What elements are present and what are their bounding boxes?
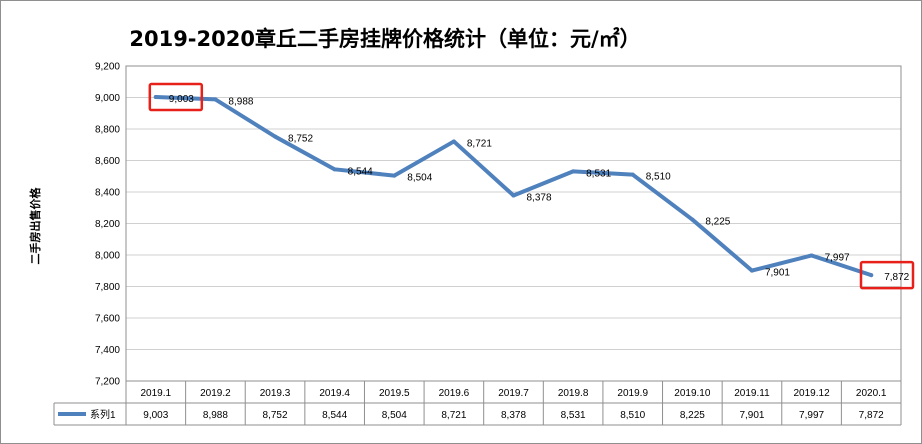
x-tick-label: 2020.1 (856, 388, 887, 399)
y-tick-label: 7,400 (95, 345, 120, 356)
data-label: 8,378 (527, 192, 552, 203)
data-label: 8,988 (228, 96, 253, 107)
table-value-cell: 7,997 (799, 410, 824, 421)
x-tick-label: 2019.2 (200, 388, 231, 399)
data-label: 8,504 (407, 173, 432, 184)
table-value-cell: 7,872 (859, 410, 884, 421)
data-point (332, 167, 337, 172)
y-tick-label: 8,400 (95, 188, 120, 199)
gridlines (126, 65, 901, 382)
table-value-cell: 8,544 (322, 410, 347, 421)
data-point (451, 139, 456, 144)
data-point (392, 173, 397, 178)
data-point (571, 169, 576, 174)
table-value-cell: 8,225 (680, 410, 705, 421)
x-tick-label: 2019.7 (498, 388, 529, 399)
x-tick-label: 2019.5 (379, 388, 410, 399)
y-tick-label: 8,800 (95, 125, 120, 136)
x-tick-label: 2019.6 (439, 388, 470, 399)
data-labels: 9,003 8,988 8,752 8,544 8,504 8,721 8,378 8,531… (169, 94, 910, 283)
data-label: 8,531 (586, 168, 611, 179)
highlight-box (148, 82, 204, 112)
data-point (749, 268, 754, 273)
x-tick-label: 2019.12 (793, 388, 830, 399)
data-label: 8,544 (348, 166, 373, 177)
x-tick-label: 2019.4 (319, 388, 350, 399)
table-value-cell: 8,988 (203, 410, 228, 421)
table-value-cell: 7,901 (739, 410, 764, 421)
data-table: 2019.1 2019.2 2019.3 2019.4 2019.5 2019.6 2019… (53, 380, 902, 426)
table-value-cell: 8,721 (441, 410, 466, 421)
y-tick-label: 7,200 (95, 377, 120, 388)
y-tick-label: 7,800 (95, 282, 120, 293)
data-point (213, 97, 218, 102)
table-value-cell: 8,504 (382, 410, 407, 421)
x-tick-label: 2019.11 (734, 388, 770, 399)
data-label: 7,997 (825, 252, 850, 263)
legend-series-name: 系列1 (90, 408, 116, 421)
y-tick-label: 7,600 (95, 314, 120, 325)
x-tick-label: 2019.9 (617, 388, 648, 399)
x-tick-label: 2019.8 (558, 388, 589, 399)
highlight-box (859, 260, 915, 290)
data-point (809, 253, 814, 258)
data-point (869, 273, 874, 278)
y-tick-label: 9,000 (95, 93, 120, 104)
data-label: 8,225 (705, 217, 730, 228)
chart-title: 2019-2020章丘二手房挂牌价格统计（单位：元/㎡） (129, 27, 640, 51)
y-axis-label: 二手房出售价格 (28, 187, 42, 265)
y-tick-label: 8,200 (95, 219, 120, 230)
data-label: 8,510 (646, 172, 671, 183)
data-point (153, 95, 158, 100)
table-value-cell: 8,378 (501, 410, 526, 421)
table-value-cell: 9,003 (143, 410, 168, 421)
data-point (511, 193, 516, 198)
y-tick-label: 8,000 (95, 251, 120, 262)
y-tick-label: 8,600 (95, 156, 120, 167)
x-tick-label: 2019.1 (141, 388, 172, 399)
data-label: 7,872 (884, 272, 909, 283)
data-label: 7,901 (765, 268, 790, 279)
table-value-cell: 8,510 (620, 410, 645, 421)
highlight-boxes (148, 82, 915, 290)
table-value-cell: 8,752 (263, 410, 288, 421)
x-tick-label: 2019.10 (674, 388, 711, 399)
data-label: 8,721 (467, 138, 492, 149)
data-point (273, 134, 278, 139)
data-point (630, 172, 635, 177)
data-label: 9,003 (169, 94, 194, 105)
data-points (153, 95, 874, 278)
data-label: 8,752 (288, 134, 313, 145)
x-tick-label: 2019.3 (260, 388, 291, 399)
y-tick-labels: 7,200 7,400 7,600 7,800 8,000 8,200 8,400 8,600… (95, 62, 120, 388)
data-point (690, 217, 695, 222)
series-line (153, 95, 874, 278)
table-value-cell: 8,531 (561, 410, 586, 421)
y-tick-label: 9,200 (95, 62, 120, 73)
